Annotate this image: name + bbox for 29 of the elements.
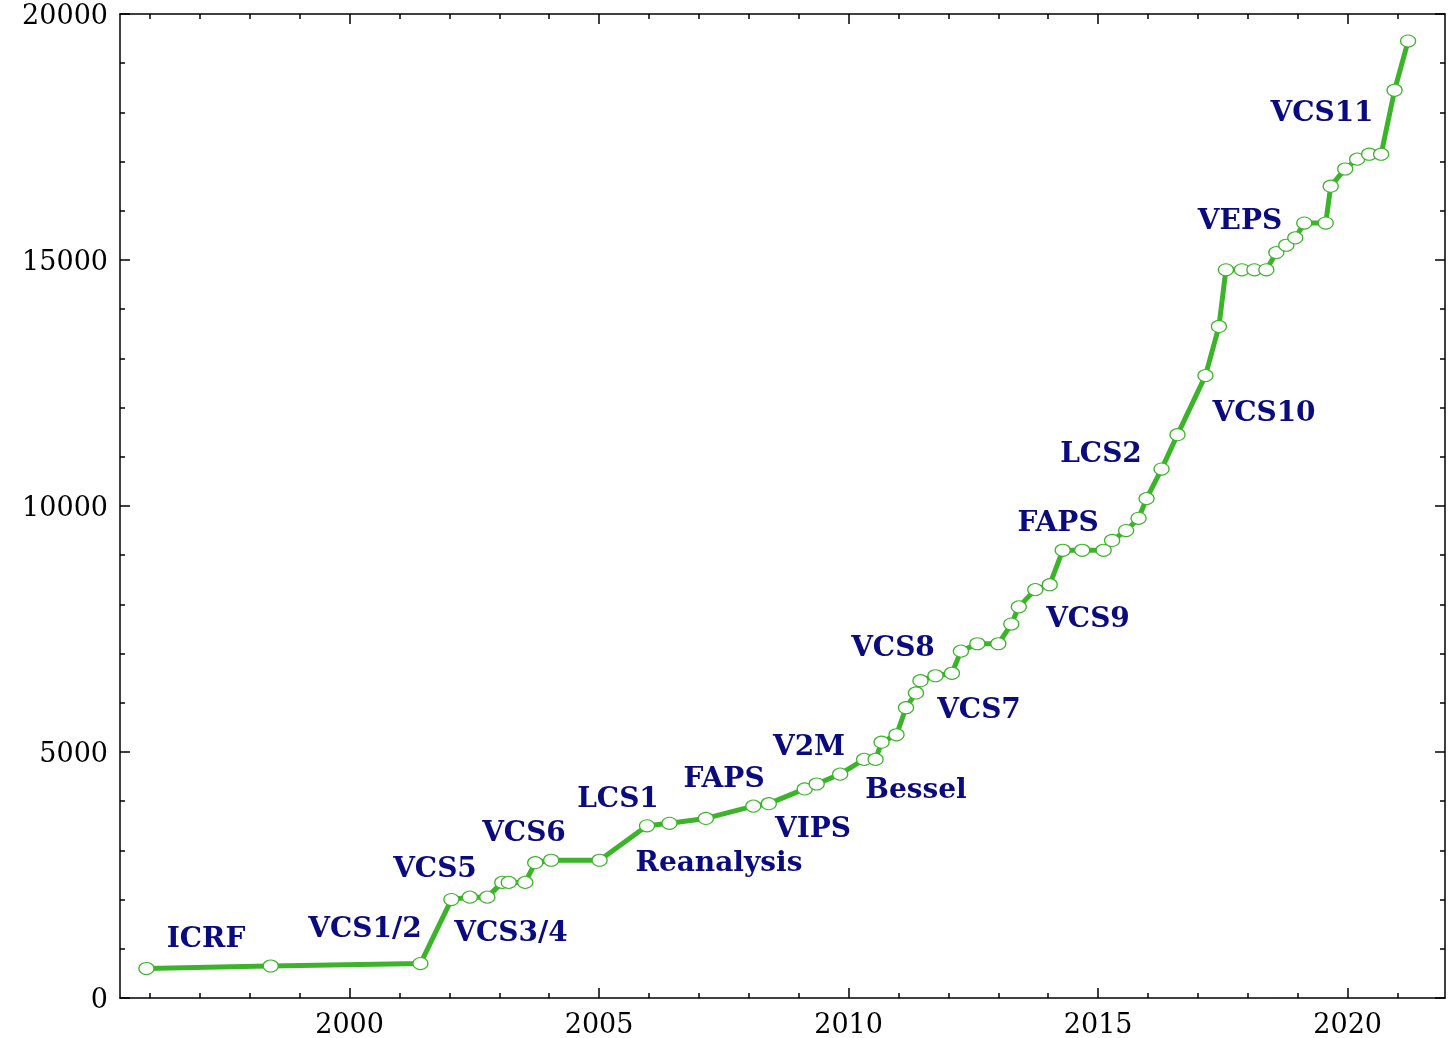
annotation: VCS7 [936, 691, 1021, 725]
annotation: LCS1 [577, 780, 659, 814]
x-tick-label: 2015 [1063, 1008, 1133, 1038]
x-tick-label: 2020 [1313, 1008, 1383, 1038]
annotation: VCS8 [850, 629, 935, 663]
annotation: V2M [771, 728, 846, 762]
annotation: VCS5 [392, 850, 477, 884]
annotation: VCS9 [1045, 600, 1130, 634]
annotation: VIPS [773, 810, 852, 844]
y-tick-label: 10000 [22, 490, 108, 522]
y-tick-label: 20000 [22, 0, 108, 30]
annotation: FAPS [1017, 504, 1099, 538]
annotation: VCS3/4 [453, 914, 568, 948]
annotation: VEPS [1196, 202, 1283, 236]
y-tick-label: 0 [90, 982, 108, 1014]
annotation: VCS6 [481, 814, 566, 848]
annotation: LCS2 [1060, 435, 1142, 469]
x-tick-label: 2010 [814, 1008, 883, 1038]
annotation: VCS10 [1211, 394, 1316, 428]
annotation: ICRF [166, 920, 246, 954]
x-tick-label: 2000 [315, 1008, 384, 1038]
y-tick-label: 15000 [22, 244, 108, 276]
annotation: VCS1/2 [307, 910, 422, 944]
x-tick-label: 2005 [564, 1008, 634, 1038]
annotation: FAPS [683, 760, 765, 794]
annotation: Bessel [865, 771, 967, 805]
annotation: Reanalysis [635, 844, 803, 878]
y-tick-label: 5000 [39, 736, 108, 768]
annotation: VCS11 [1269, 94, 1374, 128]
